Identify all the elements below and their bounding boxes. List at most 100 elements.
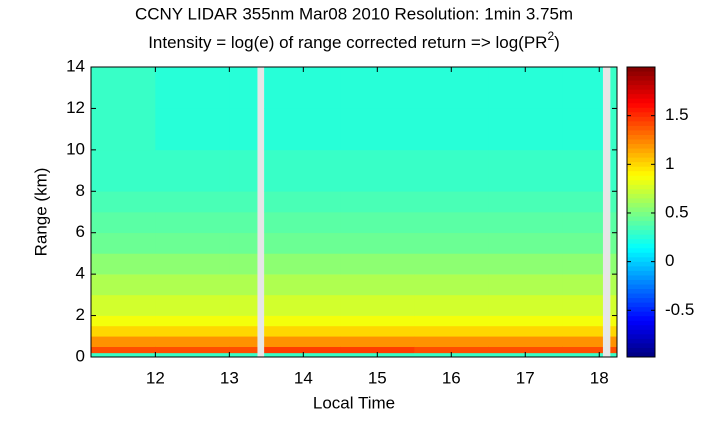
heatmap-cell bbox=[488, 191, 563, 213]
heatmap-cell bbox=[91, 253, 156, 275]
heatmap-cell bbox=[155, 294, 230, 316]
heatmap-cell bbox=[264, 274, 341, 296]
heatmap-cell bbox=[264, 253, 341, 275]
heatmap-cell bbox=[155, 232, 230, 254]
heatmap bbox=[91, 67, 618, 358]
heatmap-cell bbox=[340, 274, 415, 296]
colorbar-swatch bbox=[627, 243, 655, 249]
colorbar-swatch bbox=[627, 289, 655, 295]
heatmap-cell bbox=[562, 232, 604, 254]
heatmap-cell bbox=[414, 325, 489, 337]
heatmap-cell bbox=[229, 352, 258, 358]
heatmap-cell bbox=[229, 336, 258, 347]
colorbar-swatch bbox=[627, 89, 655, 95]
heatmap-cell bbox=[610, 274, 618, 296]
colorbar-swatch bbox=[627, 157, 655, 163]
heatmap-cell bbox=[264, 325, 341, 337]
x-tick-label: 17 bbox=[516, 368, 535, 387]
colorbar-swatch bbox=[627, 234, 655, 240]
heatmap-cell bbox=[91, 294, 156, 316]
colorbar-swatch bbox=[627, 125, 655, 131]
heatmap-cell bbox=[91, 352, 156, 358]
colorbar-swatch bbox=[627, 279, 655, 285]
colorbar-swatch bbox=[627, 198, 655, 204]
heatmap-cell bbox=[264, 294, 341, 316]
heatmap-cell bbox=[562, 212, 604, 234]
colorbar-swatch bbox=[627, 171, 655, 177]
colorbar-swatch bbox=[627, 257, 655, 263]
heatmap-cell bbox=[610, 346, 618, 354]
y-tick-label: 2 bbox=[76, 305, 85, 324]
heatmap-cell bbox=[488, 212, 563, 234]
y-tick-label: 14 bbox=[66, 56, 85, 75]
heatmap-cell bbox=[488, 274, 563, 296]
x-tick-label: 13 bbox=[220, 368, 239, 387]
colorbar-swatch bbox=[627, 307, 655, 313]
heatmap-cell bbox=[155, 149, 230, 192]
heatmap-cell bbox=[91, 315, 156, 327]
colorbar-tick-label: 1.5 bbox=[665, 105, 689, 124]
heatmap-cell bbox=[562, 352, 604, 358]
heatmap-cell bbox=[562, 346, 604, 354]
heatmap-cell bbox=[610, 108, 618, 151]
colorbar-swatch bbox=[627, 166, 655, 172]
colorbar-swatch bbox=[627, 293, 655, 299]
heatmap-cell bbox=[414, 336, 489, 347]
colorbar-swatch bbox=[627, 116, 655, 122]
heatmap-cell bbox=[340, 315, 415, 327]
colorbar-swatch bbox=[627, 71, 655, 77]
heatmap-cell bbox=[264, 346, 341, 354]
heatmap-cell bbox=[488, 294, 563, 316]
heatmap-cell bbox=[155, 274, 230, 296]
heatmap-cell bbox=[488, 315, 563, 327]
heatmap-cell bbox=[340, 232, 415, 254]
colorbar-swatch bbox=[627, 338, 655, 344]
colorbar-swatch bbox=[627, 270, 655, 276]
heatmap-cell bbox=[414, 274, 489, 296]
colorbar-swatch bbox=[627, 225, 655, 231]
heatmap-cell bbox=[610, 352, 618, 358]
colorbar-swatch bbox=[627, 239, 655, 245]
heatmap-cell bbox=[155, 325, 230, 337]
heatmap-cell bbox=[91, 67, 156, 109]
heatmap-cell bbox=[264, 315, 341, 327]
colorbar-swatch bbox=[627, 193, 655, 199]
heatmap-cell bbox=[91, 149, 156, 192]
heatmap-cell bbox=[414, 315, 489, 327]
heatmap-cell bbox=[91, 346, 156, 354]
heatmap-cell bbox=[229, 191, 258, 213]
heatmap-cell bbox=[340, 253, 415, 275]
colorbar-swatch bbox=[627, 352, 655, 358]
x-tick-label: 16 bbox=[442, 368, 461, 387]
colorbar-tick-label: 0.5 bbox=[665, 202, 689, 221]
heatmap-cell bbox=[229, 67, 258, 109]
heatmap-cell bbox=[264, 67, 341, 109]
colorbar-swatch bbox=[627, 329, 655, 335]
colorbar-swatch bbox=[627, 189, 655, 195]
colorbar-swatch bbox=[627, 94, 655, 100]
heatmap-cell bbox=[414, 232, 489, 254]
heatmap-cell bbox=[340, 294, 415, 316]
colorbar-swatch bbox=[627, 298, 655, 304]
heatmap-cell bbox=[340, 191, 415, 213]
colorbar-swatch bbox=[627, 221, 655, 227]
colorbar-swatch bbox=[627, 202, 655, 208]
y-axis-label: Range (km) bbox=[31, 168, 50, 257]
heatmap-cell bbox=[562, 67, 604, 109]
heatmap-cell bbox=[562, 108, 604, 151]
heatmap-cell bbox=[91, 274, 156, 296]
colorbar-swatch bbox=[627, 302, 655, 308]
heatmap-cell bbox=[488, 149, 563, 192]
colorbar-frame bbox=[626, 66, 656, 358]
y-tick-label: 12 bbox=[66, 98, 85, 117]
heatmap-cell bbox=[414, 108, 489, 151]
colorbar-swatch bbox=[627, 112, 655, 118]
heatmap-cell bbox=[264, 191, 341, 213]
heatmap-cell bbox=[562, 149, 604, 192]
heatmap-cell bbox=[562, 336, 604, 347]
heatmap-cell bbox=[562, 191, 604, 213]
heatmap-cell bbox=[229, 346, 258, 354]
heatmap-cell bbox=[610, 315, 618, 327]
heatmap-cell bbox=[155, 336, 230, 347]
chart-title: CCNY LIDAR 355nm Mar08 2010 Resolution: … bbox=[135, 4, 573, 23]
